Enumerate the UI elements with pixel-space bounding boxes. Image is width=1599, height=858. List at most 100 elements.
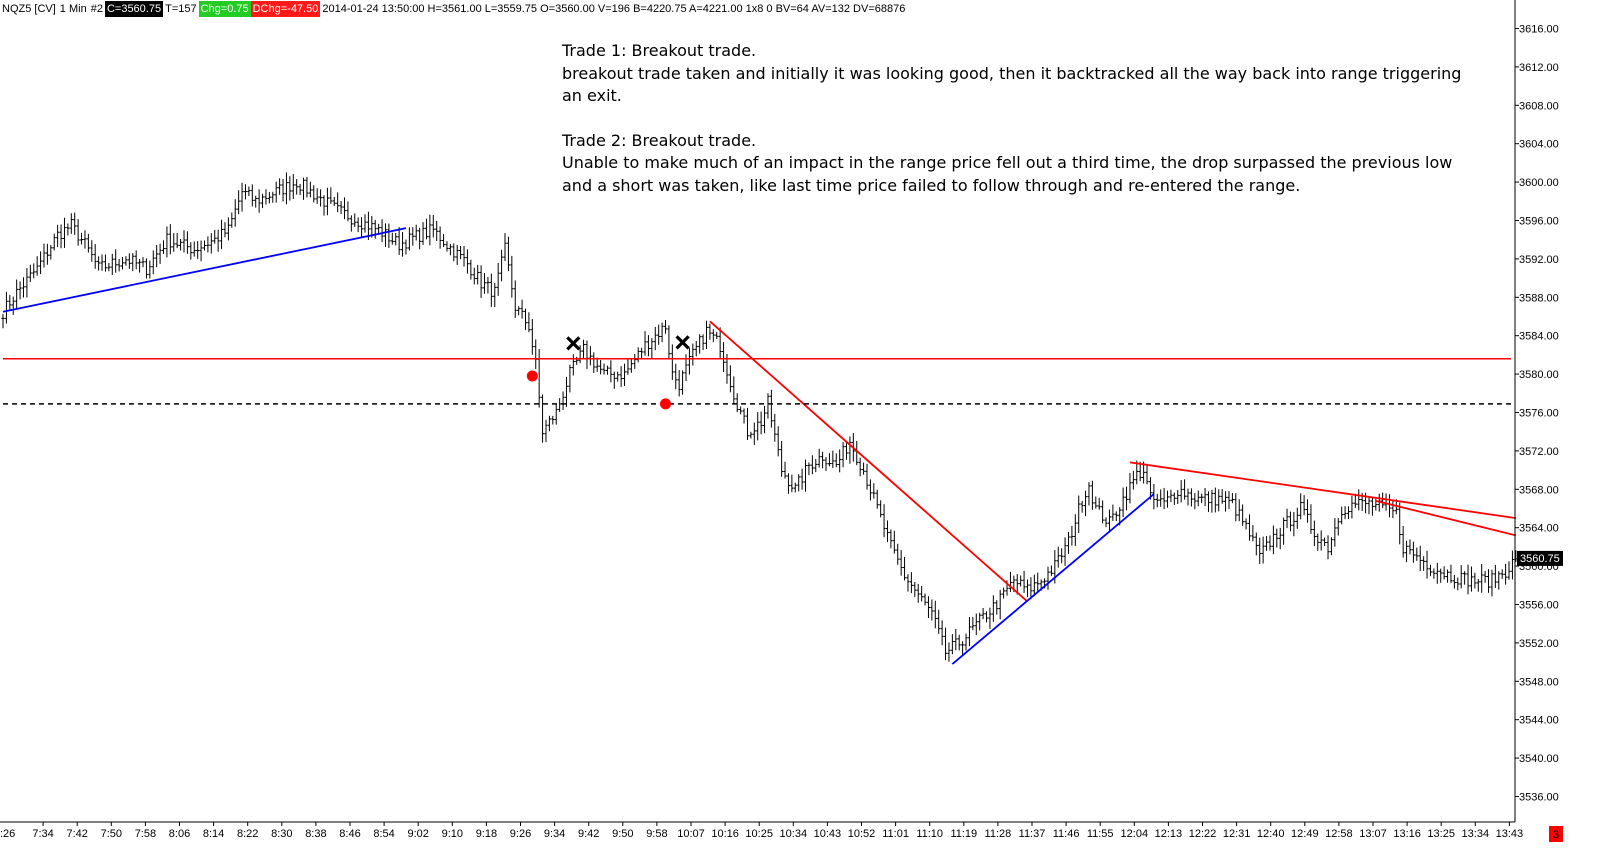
- price-tick-label: 3596.00: [1519, 216, 1559, 228]
- price-bar: [663, 320, 668, 334]
- price-bar: [45, 243, 49, 265]
- time-tick-label: 8:14: [203, 828, 224, 840]
- entry-dot: [526, 370, 538, 382]
- price-bar: [182, 230, 186, 253]
- price-bar: [1162, 487, 1166, 510]
- header-ticks: T=157: [165, 3, 197, 15]
- price-bar: [49, 245, 53, 260]
- price-bar: [1022, 570, 1026, 593]
- price-bar: [322, 195, 326, 216]
- price-bar: [1087, 482, 1091, 506]
- price-bar: [1131, 470, 1135, 490]
- price-bar: [998, 589, 1002, 620]
- price-bar: [1138, 461, 1142, 482]
- price-bar: [346, 201, 350, 222]
- time-tick-label: 11:37: [1019, 828, 1046, 840]
- price-bar: [353, 213, 357, 228]
- price-bar: [1483, 570, 1487, 583]
- price-tick-label: 3572.00: [1519, 446, 1559, 458]
- price-bar: [1145, 465, 1149, 485]
- price-bar: [653, 326, 657, 351]
- svg-text:3: 3: [1553, 829, 1559, 841]
- price-bar: [732, 376, 736, 405]
- price-bar: [233, 199, 237, 227]
- price-bar: [1507, 561, 1511, 580]
- price-bar: [120, 256, 125, 270]
- time-tick-label: :26: [0, 828, 15, 840]
- price-bar: [1504, 563, 1508, 585]
- price-bar: [1497, 571, 1501, 590]
- price-bar: [554, 403, 558, 425]
- time-tick-label: 9:10: [442, 828, 463, 840]
- price-bar: [913, 581, 917, 597]
- price-bar: [687, 347, 692, 375]
- price-bar: [15, 279, 19, 310]
- price-bar: [1323, 537, 1327, 547]
- corner-marker: 3: [1549, 826, 1563, 842]
- price-bar: [455, 244, 459, 265]
- price-bar: [742, 408, 746, 424]
- price-bar: [971, 616, 975, 631]
- price-bar: [209, 233, 213, 254]
- price-bar: [1073, 514, 1077, 546]
- price-bar: [1056, 546, 1060, 568]
- price-bar: [916, 583, 920, 603]
- time-axis[interactable]: :26 7:34 7:42 7:50 7:58 8:06 8:14 8:22 8:30 8:38 8…: [0, 821, 1563, 842]
- price-bar: [230, 212, 234, 228]
- price-bar: [920, 585, 924, 602]
- price-bar: [643, 331, 647, 356]
- time-tick-label: 7:50: [101, 828, 122, 840]
- price-bar: [1275, 528, 1279, 548]
- price-bar: [581, 339, 586, 360]
- price-bar: [626, 358, 630, 375]
- price-bar: [1463, 571, 1467, 585]
- header-close: C=3560.75: [104, 1, 164, 17]
- blue-trendline: [2, 227, 407, 313]
- price-bar: [1404, 540, 1409, 563]
- price-axis[interactable]: 3616.00 3612.00 3608.00 3604.00 3600.00 3596.…: [1514, 0, 1563, 822]
- price-bar: [1251, 525, 1255, 542]
- price-bar: [172, 233, 176, 252]
- price-bar: [448, 243, 452, 256]
- price-bar: [503, 233, 507, 262]
- time-tick-label: 11:55: [1087, 828, 1114, 840]
- price-bar: [42, 243, 46, 268]
- price-bar: [213, 229, 217, 244]
- price-bar: [370, 215, 374, 238]
- svg-text:3560.75: 3560.75: [1520, 553, 1560, 565]
- header-details: 2014-01-24 13:50:00 H=3561.00 L=3559.75 …: [322, 3, 906, 15]
- time-tick-label: 9:34: [544, 828, 565, 840]
- price-bar: [530, 319, 534, 355]
- price-bar: [124, 256, 128, 266]
- price-bar: [551, 415, 555, 425]
- price-bar: [339, 200, 343, 214]
- price-bar: [288, 176, 292, 201]
- price-bar: [472, 267, 476, 285]
- price-bar: [441, 234, 446, 248]
- price-bar: [1333, 518, 1337, 547]
- price-bar: [342, 197, 347, 220]
- price-bar: [800, 468, 804, 490]
- price-bar: [1401, 525, 1405, 558]
- price-bar: [1135, 460, 1139, 485]
- price-bar: [1340, 506, 1344, 525]
- price-bar: [1305, 499, 1310, 523]
- price-bar: [622, 363, 627, 386]
- price-bar: [1278, 527, 1282, 550]
- price-bar: [1486, 569, 1491, 593]
- price-bar: [1367, 497, 1371, 515]
- price-bar: [25, 268, 29, 298]
- price-bar: [278, 178, 282, 195]
- price-bar: [1234, 493, 1238, 522]
- price-bar: [312, 185, 316, 203]
- price-bar: [1374, 498, 1378, 511]
- price-bar: [1049, 565, 1054, 576]
- price-bar: [219, 219, 224, 250]
- price-bar: [144, 258, 149, 279]
- price-bar: [762, 405, 767, 434]
- price-bar: [250, 184, 254, 207]
- price-bar: [790, 474, 794, 493]
- price-bar: [1237, 499, 1241, 522]
- time-tick-label: 8:54: [373, 828, 394, 840]
